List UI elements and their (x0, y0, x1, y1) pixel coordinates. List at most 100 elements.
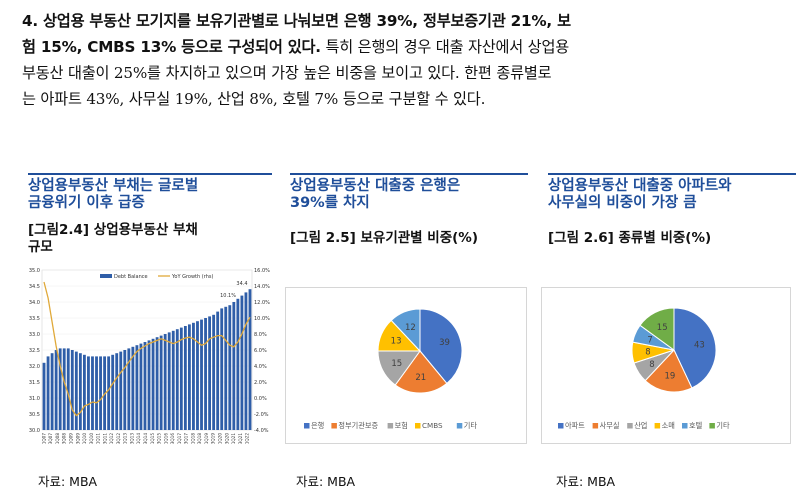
figure-2-5-title: [그림 2.5] 보유기관별 비중(%) (290, 230, 479, 246)
legend-swatch (558, 423, 564, 429)
left-tick-label: 30.5 (29, 412, 40, 418)
x-tick-label: 3Q13 (129, 433, 134, 445)
debt-bar (50, 353, 54, 430)
legend-swatch (456, 423, 463, 429)
column-2-heading: 상업용부동산 대출중 은행은 39%를 차지 (290, 173, 528, 216)
debt-bar (183, 326, 187, 430)
debt-bar (66, 348, 70, 430)
debt-bar (95, 356, 98, 430)
debt-bar (232, 302, 236, 430)
legend-label: 호텔 (689, 421, 703, 430)
debt-bar (163, 334, 167, 430)
legend-swatch (387, 423, 394, 429)
debt-bar (111, 354, 115, 430)
figure-2-4-title: [그림2.4] 상업용부동산 부채 규모 (28, 222, 198, 255)
pie-data-label: 43 (694, 340, 705, 350)
type-pie-chart: 43 19 8 8 7 15 아파트 사무실 산업 소매 호텔 기타 (558, 307, 730, 430)
intro-paragraph: 4. 상업용 부동산 모기지를 보유기관별로 나눠보면 은행 39%, 정부보증… (22, 8, 802, 112)
debt-bar (143, 342, 147, 430)
pie-data-label: 13 (391, 337, 402, 347)
x-tick-label: 3Q19 (211, 433, 216, 445)
legend-label-debt: Debt Balance (114, 274, 148, 280)
x-tick-label: 3Q12 (116, 433, 121, 445)
pie-slice (639, 307, 675, 351)
column-3: 상업용부동산 대출중 아파트와 사무실의 비중이 가장 큼 [그림 2.6] 종… (548, 173, 796, 247)
right-tick-label: -4.0% (254, 428, 269, 434)
x-tick-label: 1Q22 (245, 433, 250, 445)
legend-swatch (682, 423, 688, 429)
x-tick-label: 1Q16 (163, 433, 168, 445)
legend-label: CMBS (422, 421, 443, 430)
debt-bar (54, 350, 58, 430)
legend-swatch-debt (100, 274, 112, 278)
pie-data-label: 19 (664, 372, 675, 382)
column-1: 상업용부동산 부채는 글로벌 금융위기 이후 급증 [그림2.4] 상업용부동산… (28, 173, 272, 256)
debt-bar (171, 330, 175, 430)
debt-bar (46, 356, 50, 430)
x-tick-label: 1Q11 (96, 433, 101, 445)
last-bar-label: 34.4 (236, 281, 247, 287)
x-tick-label: 3Q21 (238, 433, 243, 445)
x-tick-label: 3Q11 (102, 433, 107, 445)
figure-2-6-title: [그림 2.6] 종류별 비중(%) (548, 230, 712, 246)
debt-bar (74, 351, 78, 430)
left-tick-label: 33.5 (29, 316, 40, 322)
column-3-heading: 상업용부동산 대출중 아파트와 사무실의 비중이 가장 큼 (548, 173, 796, 216)
left-tick-label: 34.0 (29, 300, 40, 306)
debt-bar (78, 353, 82, 430)
debt-bar (228, 305, 232, 430)
debt-bar (175, 329, 179, 430)
pie-data-label: 39 (439, 338, 450, 348)
x-tick-label: 3Q07 (48, 433, 53, 445)
legend-swatch (415, 423, 421, 429)
x-tick-label: 3Q10 (89, 433, 94, 445)
pie-slice (390, 308, 421, 353)
legend-label: 정부기관보증 (338, 421, 378, 430)
debt-bar (224, 306, 228, 430)
pie-slice (673, 307, 717, 389)
debt-bar (82, 354, 86, 430)
x-tick-label: 1Q12 (109, 433, 114, 445)
pie-data-label: 15 (657, 323, 668, 333)
x-tick-label: 1Q07 (41, 433, 46, 445)
yoy-growth-line (43, 281, 251, 417)
pie-panel-holders: 39 21 15 13 12 은행 정부기관보증 보험 CMBS 기타 (285, 287, 527, 444)
para-line-1: 4. 상업용 부동산 모기지를 보유기관별로 나눠보면 은행 39%, 정부보증… (22, 12, 571, 30)
legend-label: 기타 (464, 421, 478, 430)
debt-bar (135, 345, 139, 430)
right-tick-label: 14.0% (254, 284, 270, 290)
x-tick-label: 3Q16 (170, 433, 175, 445)
debt-bar (179, 327, 183, 430)
x-tick-label: 1Q20 (218, 433, 223, 445)
legend-label-growth: YoY Growth (rhs) (171, 274, 213, 280)
debt-bar (216, 311, 220, 430)
left-tick-label: 31.0 (29, 396, 40, 402)
right-tick-label: 12.0% (254, 300, 270, 306)
x-tick-label: 3Q18 (197, 433, 202, 445)
pie-data-label: 21 (415, 373, 426, 383)
right-tick-label: 4.0% (254, 364, 267, 370)
right-tick-label: 0.0% (254, 396, 267, 402)
debt-bar (91, 356, 94, 430)
right-tick-label: -2.0% (254, 412, 269, 418)
pie-data-label: 7 (647, 336, 652, 346)
pie-data-label: 8 (645, 348, 650, 358)
legend-label: 사무실 (600, 421, 620, 430)
left-tick-label: 31.5 (29, 380, 40, 386)
column-1-heading: 상업용부동산 부채는 글로벌 금융위기 이후 급증 (28, 173, 272, 216)
debt-bar (200, 319, 203, 430)
debt-bar (42, 362, 46, 430)
debt-bar (99, 356, 102, 430)
debt-bar (244, 292, 248, 430)
para-line-4: 는 아파트 43%, 사무실 19%, 산업 8%, 호텔 7% 등으로 구분할… (22, 90, 486, 108)
debt-bar (204, 318, 207, 430)
debt-bar (147, 340, 151, 430)
x-tick-label: 3Q08 (62, 433, 67, 445)
x-tick-label: 1Q18 (190, 433, 195, 445)
right-tick-label: 10.0% (254, 316, 270, 322)
debt-bar (139, 343, 143, 430)
source-3: 자료: MBA (556, 474, 616, 489)
legend-label: 산업 (634, 421, 647, 430)
debt-bar (167, 332, 171, 430)
pie-data-label: 15 (391, 359, 402, 369)
